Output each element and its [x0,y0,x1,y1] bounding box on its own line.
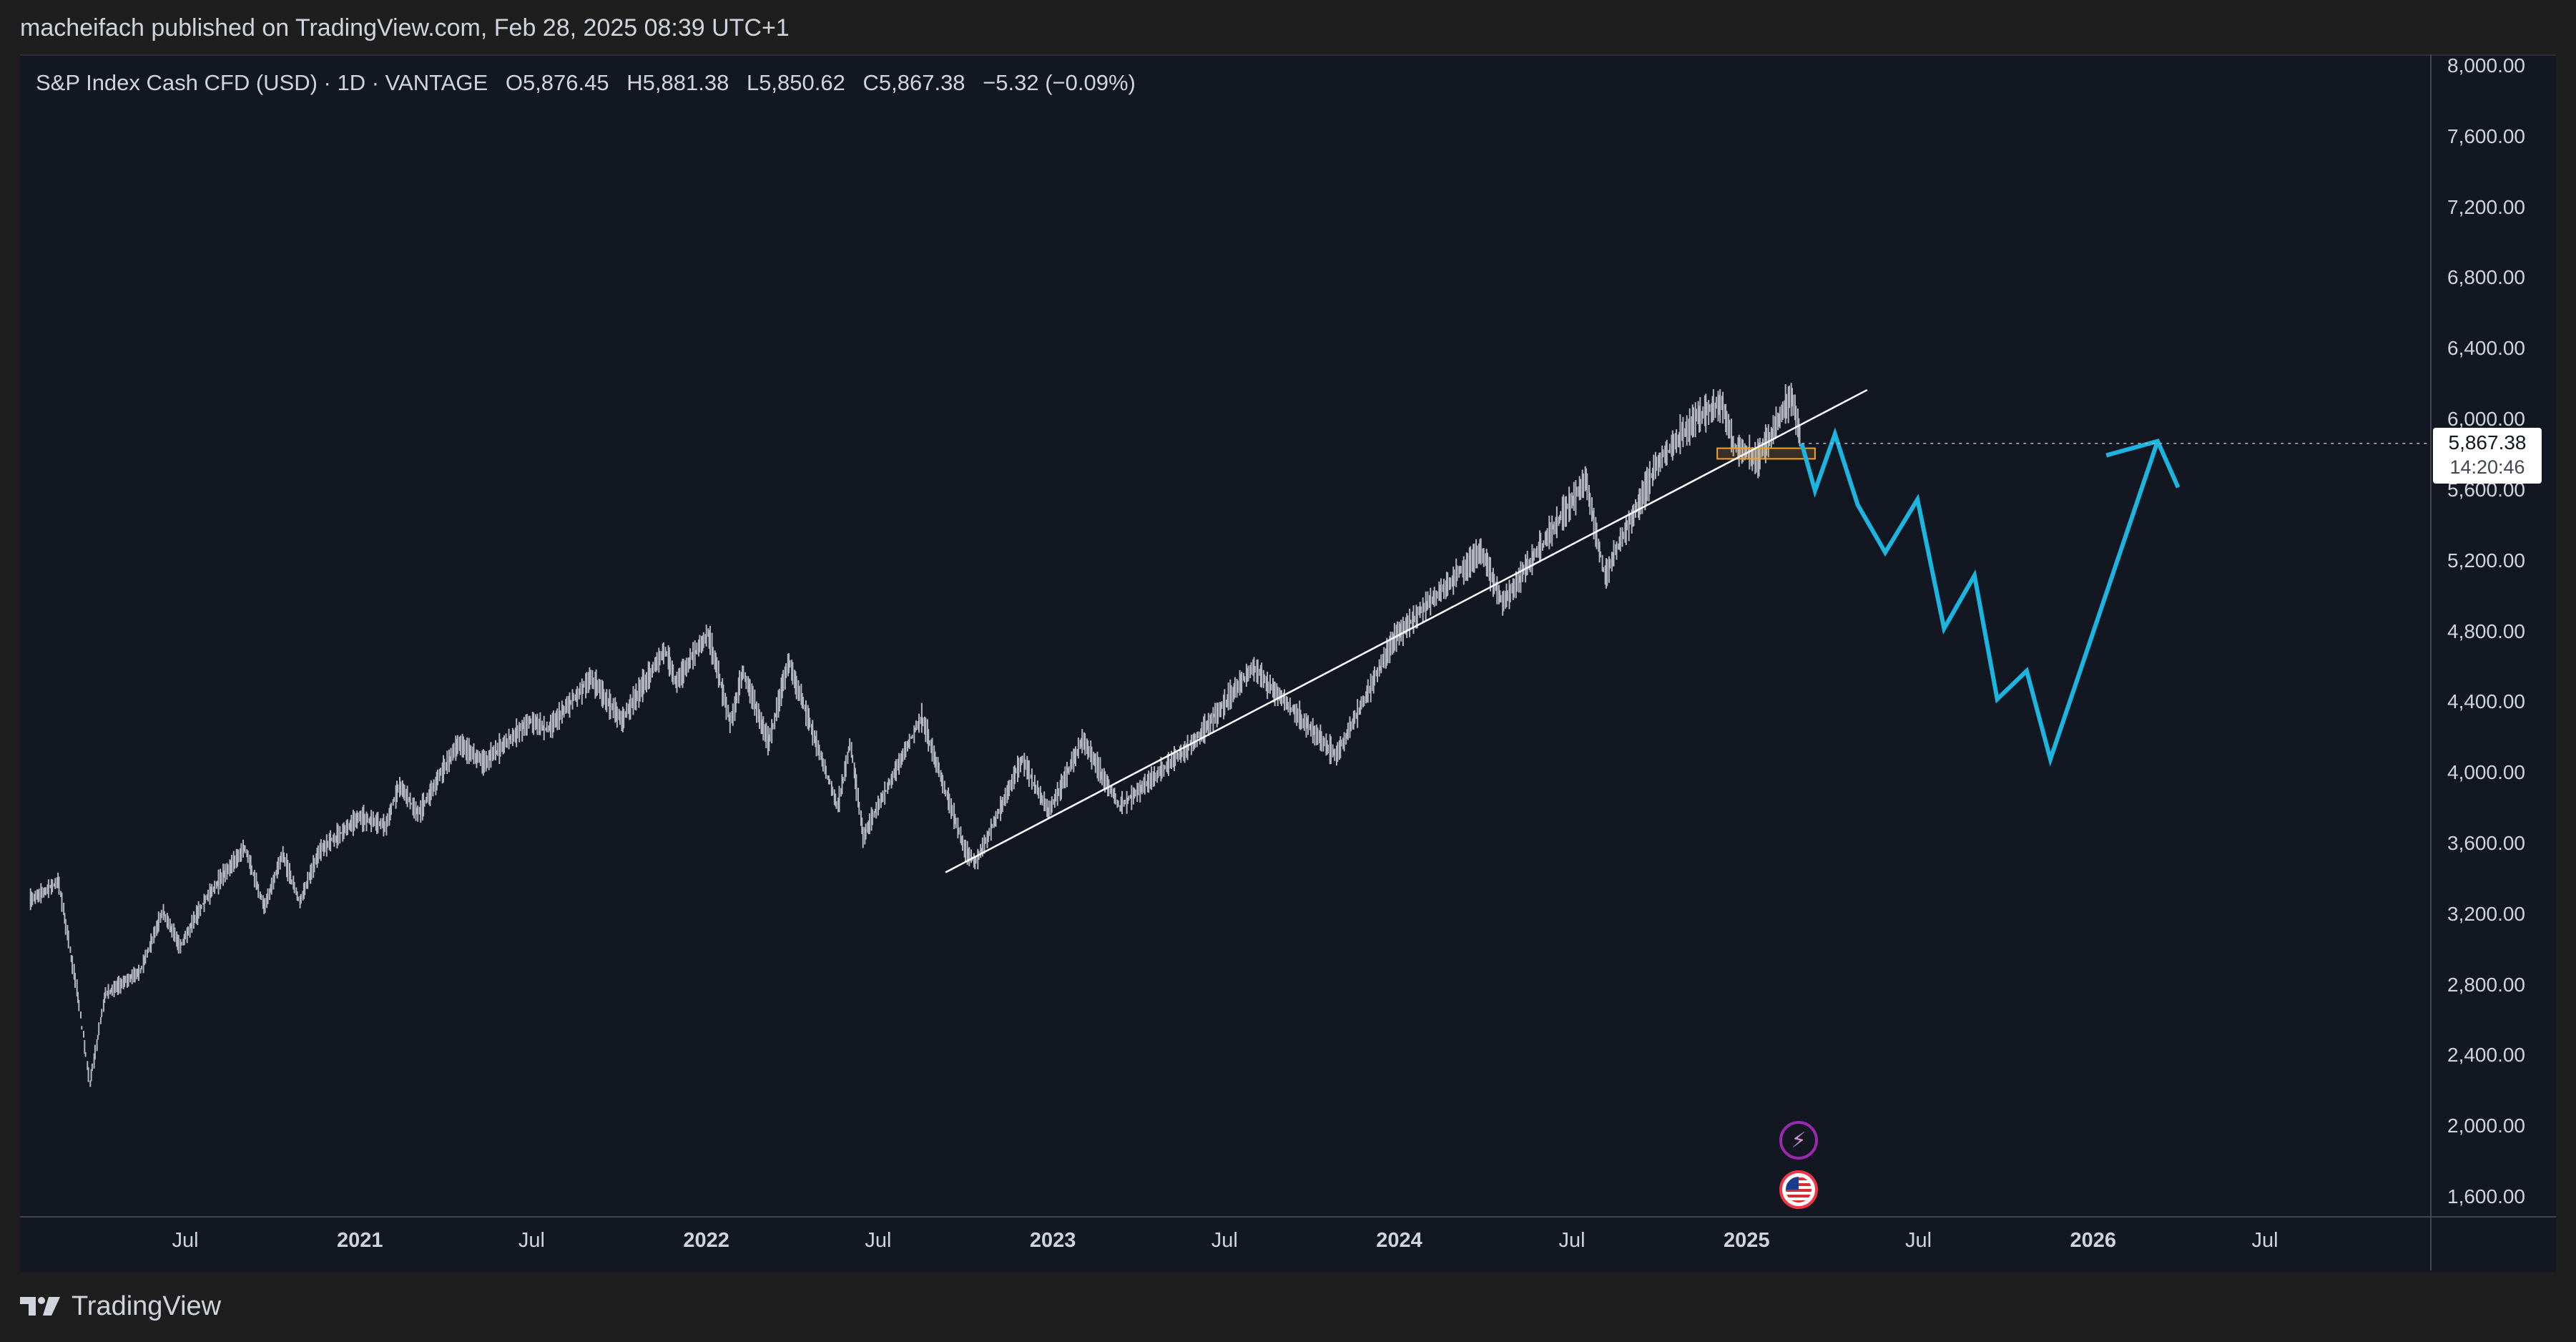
chart-pane[interactable] [20,54,2556,1272]
price-scale-separator [2430,54,2432,1270]
lightning-icon[interactable]: ⚡ [1779,1121,1818,1160]
time-tick-label: 2025 [1724,1229,1770,1252]
us-flag-icon[interactable] [1779,1170,1818,1209]
price-tick-label: 6,400.00 [2447,337,2525,360]
ohlc-open: O5,876.45 [505,70,609,95]
tradingview-brand[interactable]: TradingView [20,1289,221,1323]
price-tick-label: 6,000.00 [2447,408,2525,431]
time-tick-label: Jul [1905,1229,1932,1252]
time-tick-label: 2026 [2070,1229,2117,1252]
projection-path [1799,427,2160,767]
price-bars [29,383,1801,1087]
brand-name: TradingView [72,1290,222,1321]
time-scale-separator [20,1216,2556,1218]
price-tick-label: 7,200.00 [2447,195,2525,218]
time-tick-label: 2024 [1376,1229,1422,1252]
price-tick-label: 4,000.00 [2447,761,2525,784]
price-tick-label: 8,000.00 [2447,54,2525,77]
price-tick-label: 2,400.00 [2447,1044,2525,1067]
price-tick-label: 1,600.00 [2447,1185,2525,1208]
time-tick-label: Jul [518,1229,545,1252]
ohlc-high: H5,881.38 [626,70,729,95]
time-tick-label: 2021 [336,1229,383,1252]
price-tick-label: 4,400.00 [2447,690,2525,713]
time-tick-label: Jul [1211,1229,1238,1252]
last-price-value: 5,867.38 [2448,431,2527,454]
time-tick-label: Jul [2251,1229,2278,1252]
publish-info: macheifach published on TradingView.com,… [20,14,790,41]
projection-arrowhead [2105,439,2181,489]
time-tick-label: Jul [865,1229,892,1252]
time-tick-label: Jul [1558,1229,1586,1252]
publish-header: macheifach published on TradingView.com,… [0,0,2576,54]
price-tick-label: 3,200.00 [2447,902,2525,925]
symbol-legend: S&P Index Cash CFD (USD) · 1D · VANTAGE … [36,70,1147,96]
price-tick-label: 2,000.00 [2447,1115,2525,1137]
price-change: −5.32 (−0.09%) [983,70,1136,95]
price-tick-label: 3,600.00 [2447,831,2525,854]
price-tick-label: 6,800.00 [2447,266,2525,289]
support-zone-box [1716,447,1816,460]
trendline [945,388,1868,873]
price-tick-label: 2,800.00 [2447,973,2525,996]
ohlc-low: L5,850.62 [746,70,845,95]
tradingview-logo-icon [20,1297,60,1316]
us-flag-graphic [1786,1177,1811,1203]
symbol-name[interactable]: S&P Index Cash CFD (USD) · 1D · VANTAGE [36,70,488,95]
bar-countdown: 14:20:46 [2449,456,2525,478]
time-tick-label: Jul [172,1229,199,1252]
price-tick-label: 7,600.00 [2447,124,2525,147]
price-tick-label: 5,200.00 [2447,549,2525,572]
price-tick-label: 4,800.00 [2447,619,2525,642]
time-tick-label: 2023 [1029,1229,1076,1252]
time-tick-label: 2022 [683,1229,729,1252]
ohlc-close: C5,867.38 [862,70,965,95]
last-price-label: 5,867.38 14:20:46 [2433,428,2542,484]
